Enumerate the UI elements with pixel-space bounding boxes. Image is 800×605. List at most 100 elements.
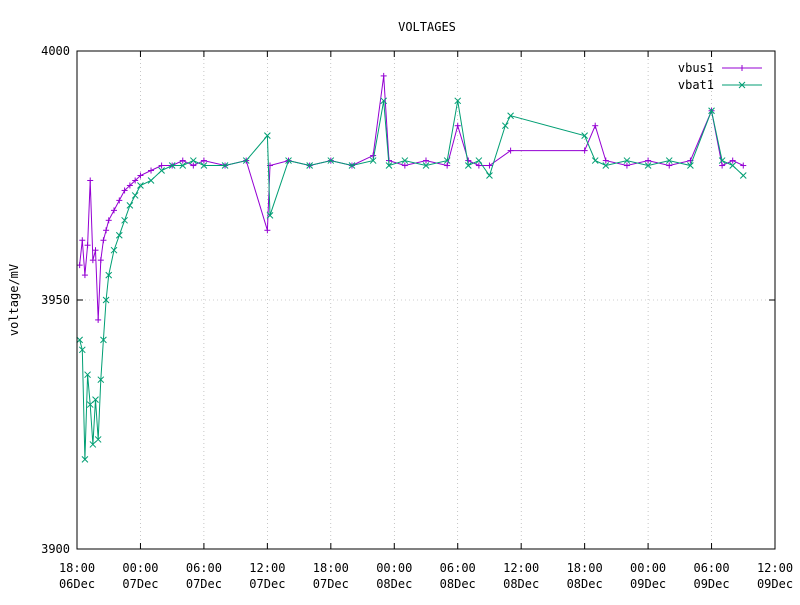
data-point-vbat1 <box>443 157 451 164</box>
x-tick-label-time: 12:00 <box>249 561 285 575</box>
x-tick-label-date: 07Dec <box>122 577 158 591</box>
data-point-vbus1 <box>729 157 736 164</box>
data-point-vbat1 <box>507 112 514 120</box>
data-point-vbat1 <box>718 157 726 164</box>
data-point-vbus1 <box>401 162 408 169</box>
series-line-vbus1 <box>79 75 744 320</box>
x-tick-label-time: 06:00 <box>440 561 476 575</box>
data-point-vbus1 <box>454 122 461 129</box>
data-point-vbat1 <box>89 441 97 448</box>
x-tick-label-time: 06:00 <box>186 561 222 575</box>
axis-ticks: 18:00 06Dec 00:00 07Dec 06:00 07Dec 12:00 07Dec… <box>41 44 793 591</box>
data-point-vbat1 <box>105 271 113 279</box>
legend-marker-vbat1 <box>738 81 746 89</box>
y-axis-label: voltage/mV <box>7 264 21 336</box>
data-point-vbus1 <box>84 242 91 249</box>
x-tick-label-time: 00:00 <box>376 561 412 575</box>
data-point-vbus1 <box>81 272 88 279</box>
data-point-vbat1 <box>454 97 462 105</box>
data-point-vbus1 <box>507 147 514 154</box>
data-point-vbat1 <box>729 162 737 169</box>
x-tick-label-date: 08Dec <box>440 577 476 591</box>
series-vbus1 <box>76 72 747 323</box>
data-point-vbat1 <box>158 167 165 174</box>
data-point-vbat1 <box>81 456 89 463</box>
data-point-vbat1 <box>464 162 472 169</box>
data-point-vbus1 <box>444 162 451 169</box>
data-point-vbat1 <box>86 401 94 408</box>
data-point-vbat1 <box>285 157 292 164</box>
data-point-vbus1 <box>105 217 112 224</box>
data-point-vbat1 <box>644 162 652 169</box>
data-point-vbus1 <box>95 316 102 323</box>
x-tick-label-time: 18:00 <box>59 561 95 575</box>
x-tick-label-time: 12:00 <box>503 561 539 575</box>
data-point-vbat1 <box>266 211 274 219</box>
data-point-vbus1 <box>76 262 83 269</box>
data-point-vbus1 <box>87 177 94 184</box>
x-tick-label-date: 09Dec <box>757 577 793 591</box>
data-point-vbus1 <box>645 157 652 164</box>
data-point-vbus1 <box>97 257 104 264</box>
data-point-vbus1 <box>602 157 609 164</box>
series-vbat1 <box>76 97 747 463</box>
data-point-vbus1 <box>179 157 186 164</box>
x-tick-label-date: 07Dec <box>249 577 285 591</box>
x-tick-label-date: 08Dec <box>567 577 603 591</box>
y-tick-label: 4000 <box>41 44 70 58</box>
data-point-vbat1 <box>739 172 747 179</box>
data-point-vbus1 <box>666 162 673 169</box>
x-tick-label-time: 06:00 <box>693 561 729 575</box>
data-point-vbus1 <box>103 227 110 234</box>
data-point-vbat1 <box>115 231 123 239</box>
y-tick-label: 3900 <box>41 542 70 556</box>
x-tick-label-time: 00:00 <box>122 561 158 575</box>
data-point-vbat1 <box>401 157 409 164</box>
data-point-vbus1 <box>740 162 747 169</box>
legend-marker-vbus1 <box>739 65 745 71</box>
data-point-vbat1 <box>102 296 110 304</box>
data-point-vbus1 <box>475 162 482 169</box>
data-point-vbat1 <box>126 202 134 209</box>
x-tick-label-time: 18:00 <box>567 561 603 575</box>
x-tick-label-date: 07Dec <box>186 577 222 591</box>
chart-title: VOLTAGES <box>398 20 456 34</box>
series-layer <box>76 72 747 463</box>
data-point-vbat1 <box>137 182 144 189</box>
data-point-vbus1 <box>132 177 139 184</box>
legend: vbus1 vbat1 <box>678 61 762 92</box>
x-tick-label-time: 12:00 <box>757 561 793 575</box>
data-point-vbat1 <box>665 157 673 164</box>
data-point-vbus1 <box>581 147 588 154</box>
data-point-vbus1 <box>111 207 118 214</box>
data-point-vbat1 <box>501 122 509 130</box>
data-point-vbus1 <box>380 72 387 79</box>
data-point-vbat1 <box>179 162 187 169</box>
data-point-vbat1 <box>100 336 107 344</box>
data-point-vbat1 <box>486 172 493 179</box>
data-point-vbat1 <box>581 132 588 140</box>
data-point-vbat1 <box>147 177 155 184</box>
data-point-vbat1 <box>78 346 86 354</box>
data-point-vbat1 <box>327 157 335 164</box>
data-point-vbus1 <box>719 162 726 169</box>
data-point-vbus1 <box>92 247 99 254</box>
data-point-vbus1 <box>148 167 155 174</box>
data-point-vbus1 <box>100 237 107 244</box>
data-point-vbat1 <box>242 157 250 164</box>
x-tick-label-time: 00:00 <box>630 561 666 575</box>
data-point-vbat1 <box>110 246 118 254</box>
data-point-vbat1 <box>168 162 176 169</box>
data-point-vbus1 <box>200 157 207 164</box>
x-tick-label-date: 06Dec <box>59 577 95 591</box>
data-point-vbat1 <box>94 436 102 443</box>
data-point-vbat1 <box>200 162 208 169</box>
data-point-vbus1 <box>79 237 86 244</box>
data-point-vbus1 <box>423 157 429 164</box>
data-point-vbat1 <box>602 162 610 169</box>
data-point-vbat1 <box>221 162 229 169</box>
x-tick-label-date: 09Dec <box>630 577 666 591</box>
data-point-vbat1 <box>380 97 388 105</box>
data-point-vbat1 <box>623 157 631 164</box>
data-point-vbat1 <box>264 132 271 140</box>
